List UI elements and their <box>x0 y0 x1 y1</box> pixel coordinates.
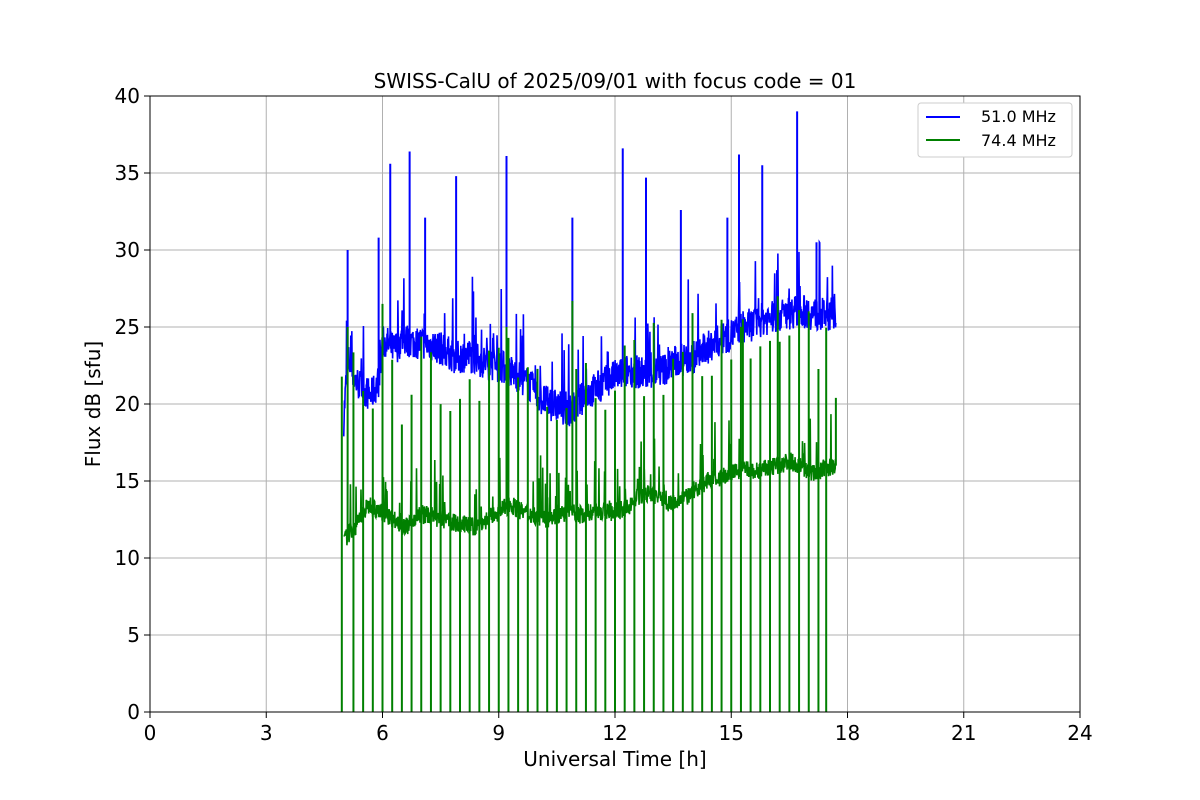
x-axis-title: Universal Time [h] <box>523 747 706 771</box>
y-tick-label: 40 <box>115 84 140 108</box>
chart-title: SWISS-CalU of 2025/09/01 with focus code… <box>374 69 857 93</box>
y-axis-title: Flux dB [sfu] <box>81 341 105 467</box>
y-tick-label: 5 <box>127 623 140 647</box>
x-tick-label: 24 <box>1067 721 1092 745</box>
x-tick-label: 0 <box>144 721 157 745</box>
x-tick-label: 18 <box>835 721 860 745</box>
x-tick-label: 15 <box>719 721 744 745</box>
x-tick-label: 21 <box>951 721 976 745</box>
legend-label-74mhz: 74.4 MHz <box>981 131 1056 150</box>
legend-label-51mhz: 51.0 MHz <box>981 107 1056 126</box>
y-tick-label: 25 <box>115 315 140 339</box>
x-tick-label: 3 <box>260 721 273 745</box>
y-tick-label: 20 <box>115 392 140 416</box>
series-74mhz <box>340 296 837 712</box>
tick-layer: 0 3 6 9 12 15 18 21 24 0 5 10 15 20 25 30 35 40 <box>115 84 1093 745</box>
series-line <box>342 239 837 437</box>
y-tick-label: 30 <box>115 238 140 262</box>
x-tick-label: 9 <box>492 721 505 745</box>
y-tick-label: 15 <box>115 469 140 493</box>
y-tick-label: 35 <box>115 161 140 185</box>
plot-layer <box>340 111 837 712</box>
x-tick-label: 6 <box>376 721 389 745</box>
series-51mhz <box>342 111 837 437</box>
x-tick-label: 12 <box>602 721 627 745</box>
legend: 51.0 MHz 74.4 MHz <box>917 102 1073 158</box>
y-tick-label: 0 <box>127 700 140 724</box>
series-line <box>343 414 837 546</box>
y-tick-label: 10 <box>115 546 140 570</box>
